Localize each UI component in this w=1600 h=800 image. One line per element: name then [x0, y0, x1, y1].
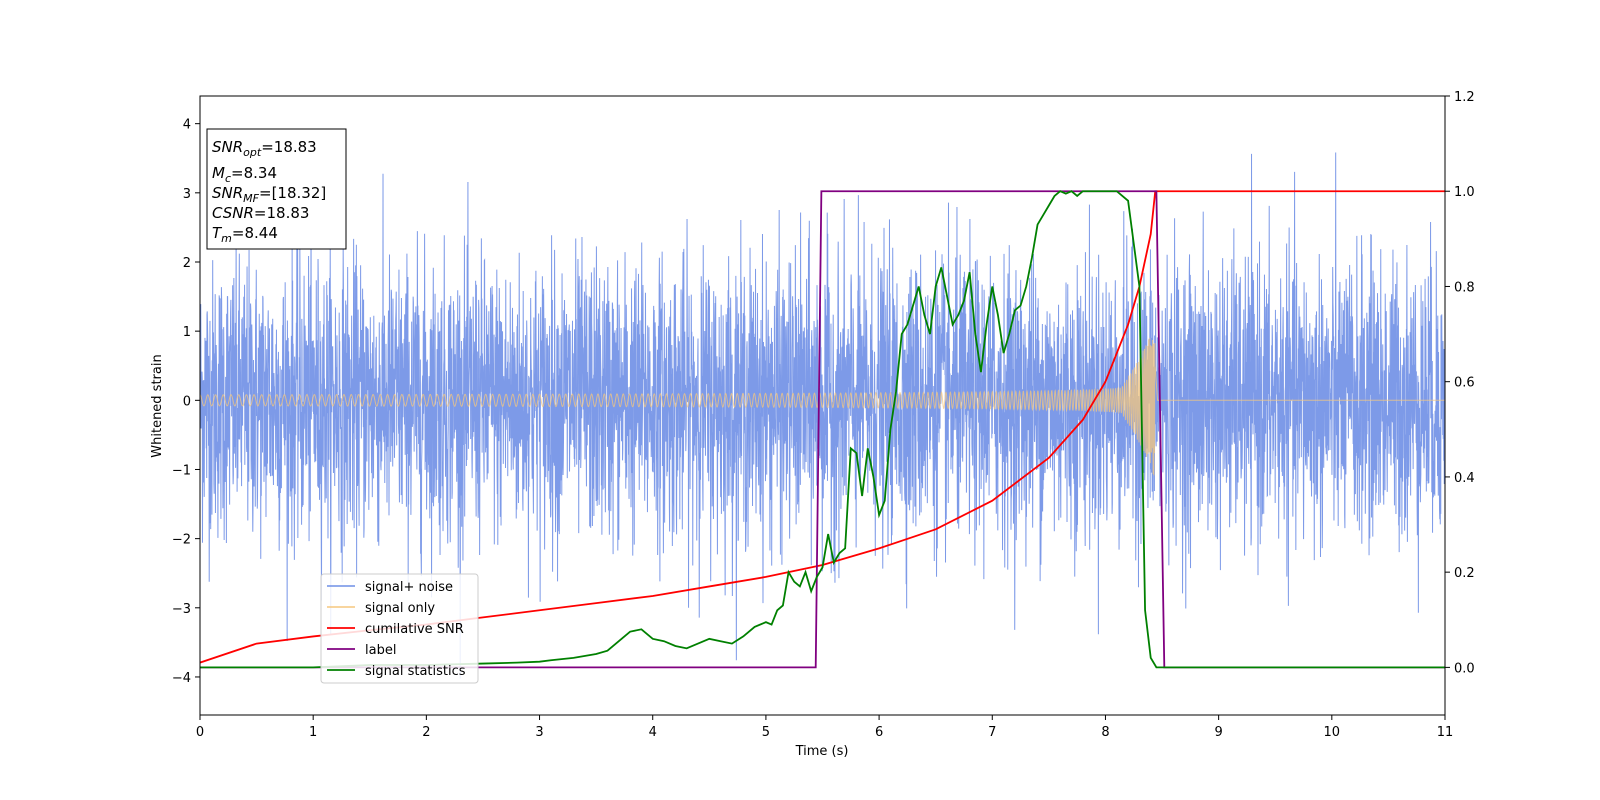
- y2-tick-label: 0.8: [1454, 280, 1475, 295]
- x-axis-label: Time (s): [795, 744, 849, 759]
- x-tick-label: 11: [1437, 725, 1454, 740]
- y-tick-label: 2: [183, 256, 191, 271]
- info-box-line: SNRopt=18.83: [212, 138, 317, 159]
- y2-tick-label: 1.2: [1454, 90, 1475, 105]
- x-tick-label: 6: [875, 725, 883, 740]
- series-signal-noise-line: [200, 152, 1445, 679]
- axes-frame: [199, 95, 1446, 716]
- legend-label: label: [365, 643, 396, 658]
- series-signal-only-line: [200, 337, 1445, 476]
- y-axis-label: Whitened strain: [150, 354, 165, 457]
- x-tick-label: 8: [1101, 725, 1109, 740]
- y-tick-label: −3: [172, 602, 191, 617]
- legend-label: cumilative SNR: [365, 622, 464, 637]
- info-box-line: Tm=8.44: [212, 224, 278, 245]
- x-tick-label: 2: [422, 725, 430, 740]
- info-box-frame: [206, 128, 347, 250]
- y-tick-label: 1: [183, 325, 191, 340]
- y-tick-label: −1: [172, 463, 191, 478]
- y-axis-right: 1.2 1.0 0.8 0.6 0.4 0.2 0.0: [1445, 90, 1475, 676]
- y2-tick-label: 0.2: [1454, 566, 1475, 581]
- y-tick-label: 3: [183, 187, 191, 202]
- y-tick-label: 0: [183, 394, 191, 409]
- y2-tick-label: 0.4: [1454, 471, 1475, 486]
- x-tick-label: 1: [309, 725, 317, 740]
- legend-label: signal statistics: [365, 664, 466, 679]
- y-tick-label: −4: [172, 671, 191, 686]
- x-tick-label: 9: [1214, 725, 1222, 740]
- legend-frame: [320, 573, 479, 684]
- y2-tick-label: 1.0: [1454, 185, 1475, 200]
- legend: signal+ noise signal only cumilative SNR la…: [320, 573, 479, 684]
- y2-tick-label: 0.0: [1454, 661, 1475, 676]
- y2-tick-label: 0.6: [1454, 376, 1475, 391]
- y-axis-left: 4 3 2 1 0 −1 −2 −3 −4: [172, 118, 200, 686]
- x-tick-label: 5: [762, 725, 770, 740]
- series-signal-statistics-line: [200, 190, 1445, 669]
- info-box: SNRopt=18.83 Mc=8.34SNRMF=[18.32]CSNR=18.…: [206, 128, 347, 250]
- info-box-line: SNRMF=[18.32]: [212, 184, 326, 205]
- info-box-line: CSNR=18.83: [212, 204, 309, 222]
- x-tick-label: 7: [988, 725, 996, 740]
- legend-label: signal only: [365, 601, 435, 616]
- info-box-line: Mc=8.34: [212, 164, 277, 185]
- x-tick-label: 10: [1324, 725, 1341, 740]
- y-tick-label: 4: [183, 118, 191, 133]
- x-axis: 0 1 2 3 4 5 6 7 8 9 10 11: [196, 715, 1453, 740]
- x-tick-label: 3: [535, 725, 543, 740]
- y-tick-label: −2: [172, 533, 191, 548]
- x-tick-label: 4: [649, 725, 657, 740]
- legend-label: signal+ noise: [365, 580, 453, 595]
- x-tick-label: 0: [196, 725, 204, 740]
